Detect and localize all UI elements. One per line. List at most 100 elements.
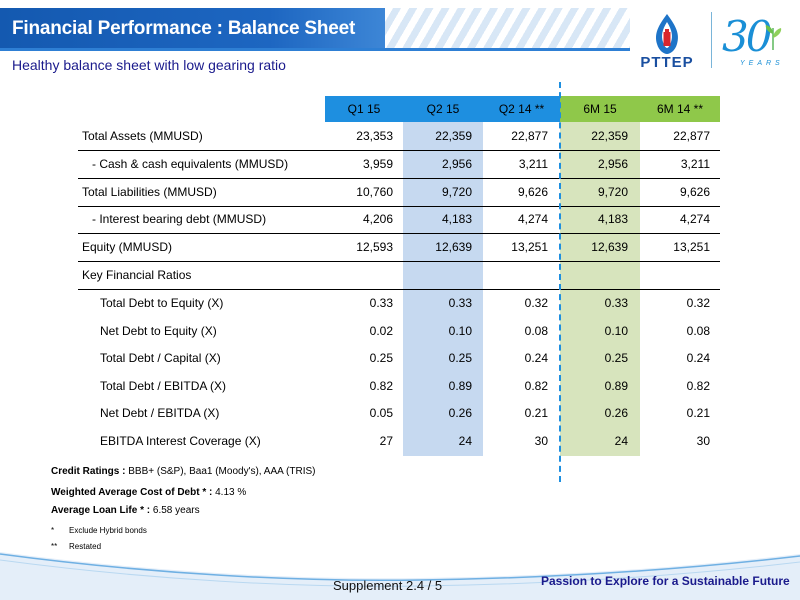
table-row: Total Debt to Equity (X) 0.33 0.33 0.32 …: [78, 290, 720, 317]
footnote-mark: **: [51, 542, 58, 551]
cell-value: 0.32: [686, 296, 710, 310]
cell-value: 4,274: [517, 212, 548, 226]
cell-value: 4,274: [679, 212, 710, 226]
header-6m-14: 6M 14 **: [640, 96, 720, 122]
table-row: Total Liabilities (MMUSD) 10,760 9,720 9…: [78, 179, 720, 207]
cell-value: 0.21: [524, 406, 548, 420]
pttep-flame-icon: [656, 14, 678, 54]
cell-value: 22,877: [673, 129, 710, 143]
cell-value: 3,211: [680, 157, 710, 171]
cell-value: 0.25: [604, 351, 628, 365]
cell-value: 0.33: [369, 296, 393, 310]
footnote-text: Restated: [69, 542, 102, 551]
loan-life-value: 6.58 years: [150, 505, 200, 516]
table-row: EBITDA Interest Coverage (X) 27 24 30 24…: [78, 428, 720, 455]
row-label: EBITDA Interest Coverage (X): [100, 434, 261, 448]
cell-value: 0.24: [686, 351, 710, 365]
footnote-text: Exclude Hybrid bonds: [69, 526, 147, 535]
table-row: - Interest bearing debt (MMUSD) 4,206 4,…: [78, 206, 720, 234]
cell-value: 12,639: [435, 240, 472, 254]
row-label: Total Assets (MMUSD): [82, 129, 203, 143]
title-bar: Financial Performance : Balance Sheet: [0, 8, 385, 48]
row-label: Total Liabilities (MMUSD): [82, 185, 217, 199]
row-label: Net Debt / EBITDA (X): [100, 406, 220, 420]
table-row: Total Debt / Capital (X) 0.25 0.25 0.24 …: [78, 345, 720, 372]
cell-value: 2,956: [441, 157, 472, 171]
cell-value: 4,183: [597, 212, 628, 226]
cell-value: 24: [458, 434, 472, 448]
row-label: - Interest bearing debt (MMUSD): [92, 212, 267, 226]
cell-value: 0.08: [524, 324, 548, 338]
cell-value: 0.05: [369, 406, 393, 420]
row-label: Net Debt to Equity (X): [100, 324, 217, 338]
cell-value: 30: [534, 434, 548, 448]
cell-value: 0.82: [524, 379, 548, 393]
cell-value: 0.89: [448, 379, 472, 393]
cell-value: 0.33: [604, 296, 628, 310]
cell-value: 12,639: [591, 240, 628, 254]
cell-value: 22,359: [435, 129, 472, 143]
credit-ratings-note: Credit Ratings : BBB+ (S&P), Baa1 (Moody…: [51, 466, 315, 477]
cell-value: 0.25: [369, 351, 393, 365]
anniversary-logo: 30 YEARS: [718, 10, 796, 74]
cell-value: 30: [696, 434, 710, 448]
cell-value: 3,959: [362, 157, 393, 171]
6m-15-column-highlight: [560, 96, 640, 456]
cell-value: 0.26: [604, 406, 628, 420]
credit-ratings-label: Credit Ratings :: [51, 466, 126, 477]
footnote-mark: *: [51, 526, 55, 535]
table-row: Equity (MMUSD) 12,593 12,639 13,251 12,6…: [78, 234, 720, 262]
footnote-hybrid-bonds: * Exclude Hybrid bonds: [51, 526, 147, 535]
leaf-icon: [765, 25, 782, 51]
cell-value: 2,956: [597, 157, 628, 171]
cell-value: 3,211: [518, 157, 548, 171]
cell-value: 24: [614, 434, 628, 448]
page-number: Supplement 2.4 / 5: [333, 578, 443, 593]
row-label: Key Financial Ratios: [82, 268, 192, 282]
header-stripe-decoration: [385, 8, 630, 48]
cell-value: 9,720: [597, 185, 628, 199]
cell-value: 0.10: [604, 324, 628, 338]
cell-value: 0.10: [448, 324, 472, 338]
header-q2-14: Q2 14 **: [483, 96, 560, 122]
table-row: Total Assets (MMUSD) 23,353 22,359 22,87…: [78, 123, 720, 151]
cell-value: 27: [379, 434, 393, 448]
cell-value: 0.33: [448, 296, 472, 310]
credit-ratings-value: BBB+ (S&P), Baa1 (Moody's), AAA (TRIS): [125, 466, 316, 477]
cell-value: 9,626: [679, 185, 710, 199]
cell-value: 22,359: [591, 129, 628, 143]
subtitle-divider: [0, 48, 630, 51]
page-title: Financial Performance : Balance Sheet: [12, 18, 356, 39]
cell-value: 9,626: [517, 185, 548, 199]
cell-value: 0.25: [448, 351, 472, 365]
logo-divider: [711, 12, 712, 68]
ratios-section-header: Key Financial Ratios: [78, 262, 720, 290]
table-row: Net Debt / EBITDA (X) 0.05 0.26 0.21 0.2…: [78, 400, 720, 427]
period-divider-dashed-line: [559, 82, 561, 482]
page-subtitle: Healthy balance sheet with low gearing r…: [12, 57, 286, 73]
cell-value: 4,206: [362, 212, 393, 226]
cell-value: 13,251: [673, 240, 710, 254]
cell-value: 4,183: [441, 212, 472, 226]
table-row: Total Debt / EBITDA (X) 0.82 0.89 0.82 0…: [78, 373, 720, 400]
header-q1-15: Q1 15: [325, 96, 403, 122]
cell-value: 0.82: [369, 379, 393, 393]
q2-15-column-highlight: [403, 96, 483, 456]
row-label: Total Debt / Capital (X): [100, 351, 221, 365]
company-tagline: Passion to Explore for a Sustainable Fut…: [541, 574, 790, 588]
cell-value: 9,720: [441, 185, 472, 199]
cost-of-debt-label: Weighted Average Cost of Debt * :: [51, 487, 213, 498]
cell-value: 0.32: [524, 296, 548, 310]
table-row: Net Debt to Equity (X) 0.02 0.10 0.08 0.…: [78, 318, 720, 345]
footnote-restated: ** Restated: [51, 542, 101, 551]
row-label: Total Debt to Equity (X): [100, 296, 224, 310]
loan-life-label: Average Loan Life * :: [51, 505, 151, 516]
cell-value: 22,877: [511, 129, 548, 143]
cell-value: 13,251: [511, 240, 548, 254]
cell-value: 23,353: [356, 129, 393, 143]
cell-value: 0.89: [604, 379, 628, 393]
table-row: - Cash & cash equivalents (MMUSD) 3,959 …: [78, 151, 720, 179]
footer-wave-decoration: [0, 552, 800, 600]
cell-value: 0.26: [448, 406, 472, 420]
cell-value: 10,760: [356, 185, 393, 199]
